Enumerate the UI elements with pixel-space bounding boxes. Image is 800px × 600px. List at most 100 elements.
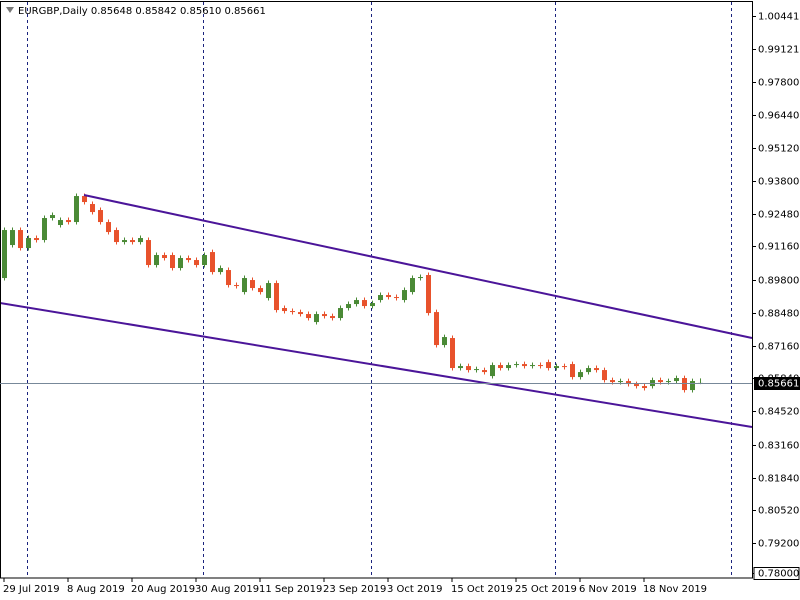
- candle-body: [218, 268, 223, 273]
- x-tick-label: 30 Aug 2019: [195, 584, 259, 595]
- y-tick-label: 0.93800: [758, 177, 799, 188]
- y-tick-label: 0.91160: [758, 242, 799, 253]
- month-separators: [27, 2, 732, 578]
- candle-body: [114, 230, 119, 243]
- candle-body: [658, 380, 663, 383]
- candle-body: [34, 238, 39, 241]
- candle-body: [234, 285, 239, 287]
- channel-lower: [0, 302, 753, 428]
- candle-body: [378, 295, 383, 301]
- candle-body: [354, 300, 359, 305]
- y-tick-label: 0.78000: [758, 569, 799, 580]
- candle-body: [642, 386, 647, 389]
- candle-body: [10, 230, 15, 246]
- candle-body: [98, 210, 103, 223]
- x-tick-label: 18 Nov 2019: [643, 584, 707, 595]
- candle-body: [450, 338, 455, 369]
- y-tick-label: 0.88480: [758, 309, 799, 320]
- x-tick-label: 11 Sep 2019: [259, 584, 322, 595]
- candle-body: [562, 366, 567, 368]
- x-tick-label: 23 Sep 2019: [323, 584, 386, 595]
- candle-body: [626, 381, 631, 385]
- y-tick-label: 0.80520: [758, 506, 799, 517]
- candle-body: [370, 303, 375, 307]
- candle-body: [618, 381, 623, 383]
- candle-body: [82, 196, 87, 203]
- candle-body: [690, 381, 695, 391]
- candle-body: [66, 220, 71, 223]
- candle-body: [74, 196, 79, 223]
- y-tick-label: 0.92480: [758, 210, 799, 221]
- candle-body: [394, 297, 399, 299]
- candle-body: [610, 380, 615, 383]
- candle-body: [682, 378, 687, 391]
- candle-body: [122, 240, 127, 243]
- x-tick-label: 25 Oct 2019: [515, 584, 577, 595]
- x-tick-label: 20 Aug 2019: [131, 584, 195, 595]
- y-tick-box: [753, 567, 800, 580]
- candle-body: [282, 308, 287, 312]
- candle-body: [178, 258, 183, 269]
- candle-body: [434, 312, 439, 346]
- candle-body: [490, 365, 495, 377]
- y-tick-label: 1.00441: [758, 12, 799, 23]
- channel-upper: [83, 194, 753, 339]
- candle-body: [106, 222, 111, 233]
- candle-body: [474, 369, 479, 371]
- candle-body: [410, 278, 415, 293]
- candle-body: [418, 277, 423, 279]
- candle-body: [666, 381, 671, 383]
- candle-body: [42, 218, 47, 241]
- candle-body: [514, 364, 519, 366]
- plot-frame: [0, 1, 753, 579]
- current-price-label: 0.85661: [758, 379, 799, 390]
- x-tick-label: 15 Oct 2019: [451, 584, 513, 595]
- candle-body: [314, 314, 319, 323]
- candle-body: [442, 337, 447, 346]
- candle-body: [250, 280, 255, 289]
- candle-body: [274, 283, 279, 311]
- candle-body: [170, 255, 175, 269]
- chart-title: EURGBP,Daily 0.85648 0.85842 0.85610 0.8…: [18, 6, 266, 17]
- y-tick-label: 0.95120: [758, 144, 799, 155]
- candle-body: [594, 368, 599, 371]
- y-tick-label: 0.84520: [758, 407, 799, 418]
- candle-body: [130, 240, 135, 243]
- candle-body: [146, 240, 151, 266]
- candle-body: [362, 300, 367, 307]
- candle-body: [426, 275, 431, 314]
- candle-body: [498, 365, 503, 369]
- current-price-box: [754, 377, 800, 390]
- candle-body: [138, 238, 143, 243]
- y-tick-label: 0.83160: [758, 441, 799, 452]
- candle-body: [202, 255, 207, 266]
- candles: [2, 193, 703, 393]
- candle-body: [18, 230, 23, 249]
- y-tick-label: 0.96440: [758, 111, 799, 122]
- candle-body: [346, 304, 351, 309]
- candle-body: [58, 220, 63, 226]
- candle-body: [210, 252, 215, 273]
- candle-body: [2, 230, 7, 279]
- candle-body: [50, 215, 55, 219]
- candle-body: [482, 370, 487, 373]
- candle-body: [458, 366, 463, 369]
- candle-body: [530, 365, 535, 367]
- candle-body: [570, 364, 575, 378]
- candle-body: [154, 255, 159, 266]
- candle-body: [90, 204, 95, 213]
- candle-body: [546, 362, 551, 369]
- candle-body: [402, 290, 407, 301]
- candle-body: [522, 364, 527, 367]
- x-tick-label: 29 Jul 2019: [3, 584, 60, 595]
- candle-body: [306, 314, 311, 319]
- candle-body: [338, 308, 343, 319]
- candle-body: [322, 314, 327, 317]
- candle-body: [634, 384, 639, 387]
- candle-body: [602, 370, 607, 381]
- y-tick-label: 0.99121: [758, 45, 799, 56]
- candle-body: [586, 368, 591, 373]
- y-tick-label: 0.89800: [758, 276, 799, 287]
